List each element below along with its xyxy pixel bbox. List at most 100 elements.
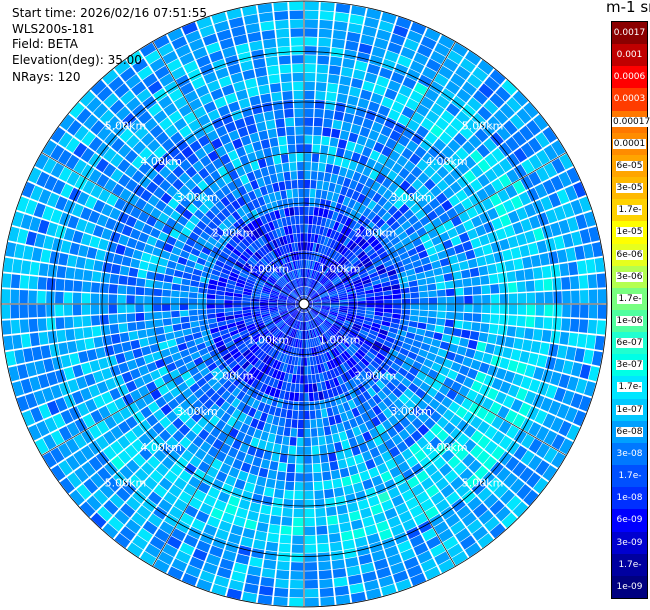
ppi-cell	[340, 412, 349, 422]
ppi-cell	[293, 499, 304, 509]
ppi-cell	[419, 297, 429, 304]
ppi-cell	[304, 579, 318, 589]
ppi-cell	[410, 292, 420, 299]
ppi-cell	[166, 410, 178, 423]
ppi-cell	[562, 233, 574, 248]
ppi-cell	[278, 362, 285, 372]
ppi-cell	[569, 318, 580, 332]
ppi-cell	[249, 502, 261, 513]
ppi-cell	[484, 440, 498, 455]
ppi-cell	[436, 166, 449, 179]
colorbar-swatch: 1e-06	[612, 310, 647, 333]
ppi-cell	[309, 310, 317, 317]
ppi-cell	[509, 478, 525, 494]
ppi-cell	[155, 463, 169, 477]
ppi-cell	[244, 115, 255, 126]
ppi-cell	[300, 375, 304, 384]
ppi-cell	[162, 282, 172, 290]
ppi-cell	[472, 67, 488, 82]
ppi-cell	[318, 162, 326, 172]
ppi-cell	[378, 105, 391, 117]
ppi-cell	[369, 55, 383, 67]
ppi-cell	[291, 309, 298, 317]
ppi-cell	[405, 423, 417, 435]
ppi-cell	[292, 338, 297, 347]
colorbar-swatch: 1.7e-08	[612, 465, 647, 503]
ppi-cell	[444, 124, 459, 138]
ppi-cell	[380, 276, 390, 283]
ppi-cell	[361, 450, 373, 462]
ppi-cell	[311, 280, 316, 289]
ppi-cell	[304, 473, 313, 482]
ppi-cell	[192, 548, 208, 562]
ppi-cell	[399, 192, 411, 203]
ppi-cell	[312, 270, 317, 280]
ppi-cell	[261, 393, 269, 404]
ppi-cell	[357, 238, 367, 248]
ppi-cell	[519, 244, 530, 257]
ppi-cell	[63, 304, 73, 316]
ppi-cell	[241, 490, 253, 502]
ppi-cell	[454, 312, 464, 321]
ppi-cell	[292, 310, 299, 318]
ppi-cell	[181, 322, 191, 330]
ppi-cell	[304, 153, 312, 162]
ppi-cell	[489, 499, 505, 515]
ppi-cell	[442, 187, 455, 199]
ppi-cell	[304, 384, 309, 393]
ppi-cell	[99, 314, 109, 325]
ppi-cell	[247, 510, 259, 522]
ppi-cell	[152, 435, 165, 449]
ppi-cell	[217, 431, 228, 443]
ppi-cell	[137, 329, 147, 339]
ppi-cell	[493, 345, 504, 357]
ppi-cell	[423, 375, 435, 386]
ppi-cell	[401, 304, 411, 310]
ppi-cell	[168, 484, 183, 498]
ppi-cell	[211, 458, 223, 470]
ppi-cell	[371, 383, 381, 394]
ppi-cell	[502, 249, 513, 261]
ppi-cell	[338, 292, 347, 297]
ppi-cell	[343, 350, 352, 359]
ppi-cell	[295, 135, 304, 144]
ppi-cell	[390, 322, 400, 329]
ppi-cell	[310, 419, 317, 428]
ppi-cell	[383, 260, 393, 268]
ppi-cell	[348, 574, 363, 585]
ppi-cell	[544, 291, 553, 304]
ppi-cell	[325, 100, 336, 111]
ppi-cell	[234, 478, 246, 490]
ppi-cell	[388, 403, 399, 415]
ppi-cell	[381, 344, 391, 353]
ppi-cell	[399, 282, 409, 289]
ppi-cell	[434, 551, 450, 566]
ppi-cell	[354, 363, 364, 373]
ppi-cell	[278, 181, 286, 191]
ppi-cell	[165, 423, 178, 436]
ppi-cell	[456, 88, 472, 103]
ppi-cell	[117, 304, 126, 314]
ppi-cell	[183, 534, 199, 548]
ppi-cell	[373, 259, 383, 268]
colorbar-swatch: 1e-07	[612, 398, 647, 421]
ppi-cell	[438, 384, 450, 396]
ppi-cell	[364, 285, 374, 291]
ppi-cell	[145, 279, 155, 288]
ppi-cell	[90, 472, 105, 488]
ppi-cell	[354, 60, 368, 72]
ppi-cell	[428, 310, 437, 318]
ppi-cell	[348, 389, 357, 399]
ppi-cell	[323, 118, 333, 128]
ppi-cell	[273, 596, 288, 606]
ppi-cell	[242, 304, 251, 308]
ppi-cell	[256, 371, 264, 381]
ppi-cell	[391, 162, 403, 174]
ppi-cell	[367, 101, 380, 113]
ppi-cell	[433, 138, 447, 152]
ppi-cell	[371, 181, 381, 192]
ppi-cell	[415, 243, 426, 253]
ppi-cell	[206, 294, 216, 300]
ppi-cell	[348, 301, 357, 304]
ppi-cell	[450, 520, 466, 535]
